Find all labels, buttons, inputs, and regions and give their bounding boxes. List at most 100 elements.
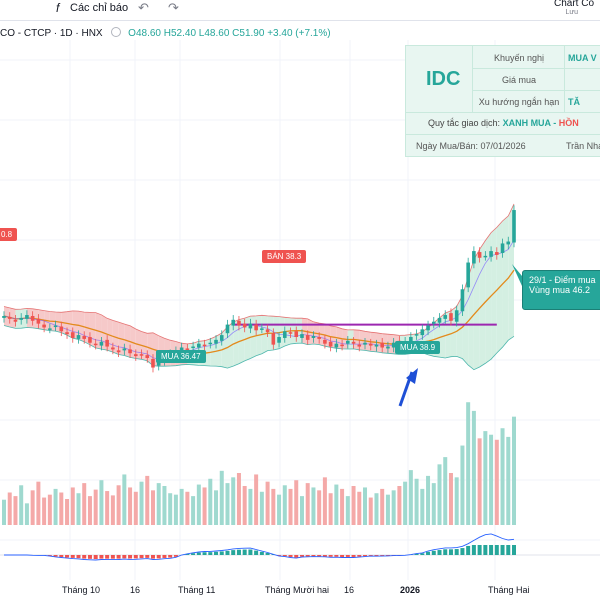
volume-bar <box>420 488 425 525</box>
volume-bar <box>70 487 75 525</box>
macd-histogram-bar <box>99 555 104 559</box>
macd-histogram-bar <box>414 553 419 555</box>
fx-icon[interactable]: f <box>56 1 60 15</box>
candle-body <box>59 326 64 332</box>
volume-bar <box>317 490 322 525</box>
candle-body <box>242 323 247 328</box>
candle-body <box>449 313 453 321</box>
volume-bar <box>506 436 511 525</box>
volume-bar <box>489 434 494 525</box>
macd-histogram-bar <box>448 549 453 555</box>
volume-bar <box>494 439 499 525</box>
macd-histogram-bar <box>477 545 482 555</box>
candle-body <box>512 210 516 243</box>
candle-body <box>323 339 327 344</box>
undo-icon[interactable]: ↶ <box>138 0 149 15</box>
macd-histogram-bar <box>248 549 253 555</box>
candle-body <box>185 348 190 350</box>
macd-histogram-bar <box>87 555 92 559</box>
macd-line <box>4 533 515 561</box>
macd-histogram-bar <box>380 555 385 556</box>
volume-bar <box>512 416 516 525</box>
volume-bar <box>437 464 442 525</box>
volume-bar <box>145 475 150 525</box>
callout-line-2: Vùng mua 46.2 <box>529 285 591 295</box>
left-price-tag: 0.8 <box>0 228 18 241</box>
volume-bar <box>431 483 436 525</box>
macd-histogram-bar <box>122 555 127 559</box>
rule-sell: HỒN <box>558 118 579 128</box>
macd-histogram-bar <box>443 549 448 555</box>
macd-histogram-bar <box>59 555 64 558</box>
low-value: L48.60 <box>198 28 230 39</box>
close-value: C51.90 <box>232 28 265 39</box>
candle-body <box>145 355 150 358</box>
volume-bar <box>231 477 236 525</box>
volume-bar <box>408 470 413 525</box>
macd-histogram-bar <box>466 545 471 555</box>
candle-body <box>288 332 293 334</box>
x-label-2: Tháng 11 <box>178 585 216 595</box>
candle-body <box>271 333 276 345</box>
macd-histogram-bar <box>47 555 52 556</box>
macd-histogram-bar <box>133 555 138 559</box>
candle-body <box>368 343 373 346</box>
candle-body <box>179 347 184 353</box>
candle-body <box>431 321 436 324</box>
candle-body <box>208 342 213 345</box>
symbol-label[interactable]: CO - CTCP · 1D · HNX <box>0 28 103 39</box>
macd-histogram-bar <box>196 552 201 555</box>
redo-icon[interactable]: ↷ <box>168 0 179 15</box>
x-label-1: 16 <box>130 585 141 595</box>
volume-bar <box>248 488 253 525</box>
author-name: Trần Nha <box>566 141 600 151</box>
macd-histogram-bar <box>277 555 282 556</box>
candle-body <box>93 343 98 346</box>
recommendation-value: MUA V <box>568 53 597 63</box>
macd-histogram-bar <box>254 550 259 555</box>
volume-bar <box>345 496 350 525</box>
toolbar: f Các chỉ báo ↶ ↷ Chart Co Lưu <box>0 0 600 21</box>
candle-body <box>48 328 52 330</box>
candle-body <box>443 315 448 319</box>
candle-body <box>477 252 482 258</box>
buy-tag-1: MUA 36.47 <box>156 350 206 363</box>
volume-bar <box>443 457 448 525</box>
macd-histogram-bar <box>150 555 155 559</box>
macd-histogram-bar <box>191 553 196 555</box>
x-label-5: 2026 <box>400 585 421 595</box>
candle-body <box>334 343 339 348</box>
candle-body <box>346 340 350 344</box>
candle-body <box>139 354 144 356</box>
candle-body <box>191 346 195 349</box>
volume-bar <box>299 496 304 525</box>
save-label[interactable]: Lưu <box>565 9 578 16</box>
candle-body <box>260 328 264 330</box>
candle-body <box>65 332 69 335</box>
symbol-legend: CO - CTCP · 1D · HNX O48.60 H52.40 L48.6… <box>0 27 331 39</box>
candle-body <box>506 241 511 245</box>
macd-histogram-bar <box>225 550 230 555</box>
macd-histogram-bar <box>512 545 516 555</box>
volume-bar <box>477 438 482 525</box>
volume-bar <box>93 489 98 525</box>
macd-histogram-bar <box>76 555 81 559</box>
macd-histogram-bar <box>110 555 115 559</box>
volume-bar <box>483 431 488 525</box>
candle-body <box>88 337 92 343</box>
volume-bar <box>47 494 52 525</box>
volume-bar <box>128 487 133 525</box>
macd-histogram-bar <box>299 555 304 557</box>
volume-bar <box>133 491 138 525</box>
macd-histogram-bar <box>294 555 299 558</box>
macd-histogram-bar <box>345 555 350 557</box>
volume-bar <box>351 486 356 525</box>
macd-histogram-bar <box>168 555 173 558</box>
indicators-button[interactable]: Các chỉ báo <box>70 2 129 14</box>
macd-histogram-bar <box>368 555 373 556</box>
volume-bar <box>76 493 81 525</box>
volume-bar <box>191 496 196 525</box>
candle-body <box>328 341 333 347</box>
macd-histogram-bar <box>219 551 224 555</box>
macd-histogram-bar <box>185 554 190 555</box>
